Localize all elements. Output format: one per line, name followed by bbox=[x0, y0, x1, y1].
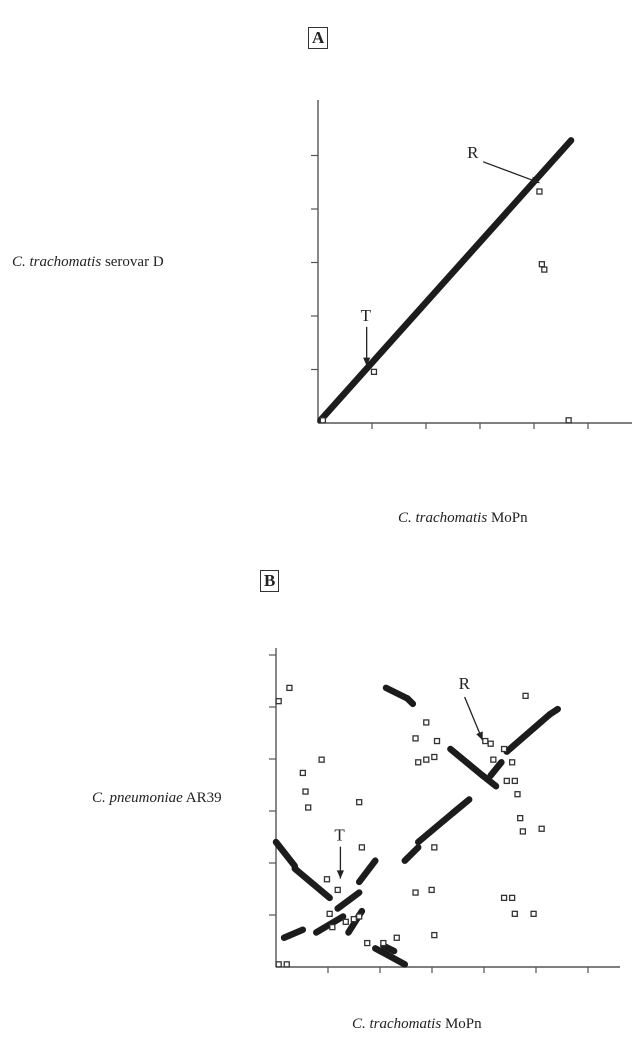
panel-b-match-point bbox=[428, 886, 435, 894]
panel-b-match-point bbox=[275, 698, 282, 705]
panel-b-match-point bbox=[517, 814, 524, 822]
panel-b-match-point bbox=[415, 759, 422, 766]
panel-b-match-point bbox=[380, 939, 387, 947]
panel-b-match-point bbox=[350, 916, 357, 923]
panel-b-match-point bbox=[431, 931, 438, 939]
panel-b-match-segment bbox=[334, 889, 363, 912]
panel-b-match-segment bbox=[414, 809, 457, 846]
panel-b-match-segment bbox=[447, 745, 486, 779]
panel-b-match-point bbox=[538, 825, 545, 832]
panel-a-annotation-arrow bbox=[482, 161, 540, 184]
panel-b-match-point bbox=[423, 756, 430, 763]
panel-b-match-point bbox=[283, 961, 290, 968]
panel-a-ylabel: C. trachomatis serovar D bbox=[12, 254, 164, 271]
panel-a-match-point bbox=[370, 368, 378, 376]
panel-b-xlabel-italic: C. trachomatis bbox=[352, 1016, 442, 1032]
panel-b-match-segment bbox=[546, 705, 561, 718]
panel-a-ylabel-italic: C. trachomatis bbox=[12, 254, 102, 270]
panel-b-match-point bbox=[302, 788, 309, 795]
panel-b-xlabel: C. trachomatis MoPn bbox=[352, 1016, 482, 1033]
panel-a-annotation-label: T bbox=[361, 306, 372, 325]
panel-b-match-point bbox=[530, 910, 537, 917]
panel-b-match-segment bbox=[503, 711, 553, 755]
panel-b-match-segment bbox=[401, 844, 422, 864]
panel-b-ylabel-rest: AR39 bbox=[182, 790, 222, 806]
panel-b-match-point bbox=[299, 769, 306, 777]
panel-b-match-point bbox=[326, 910, 333, 917]
panel-b-annotation-label: T bbox=[334, 826, 345, 845]
panel-b-match-point bbox=[356, 799, 363, 806]
panel-b-label: B bbox=[260, 570, 280, 592]
panel-b-match-point bbox=[342, 918, 349, 925]
panel-b-match-point bbox=[511, 777, 518, 785]
panel-b-match-point bbox=[423, 719, 430, 726]
panel-b-match-point bbox=[329, 923, 336, 931]
panel-b-match-segment bbox=[272, 838, 299, 870]
panel-b-match-point bbox=[358, 844, 366, 851]
panel-b-match-segment bbox=[355, 857, 379, 886]
panel-b-match-point bbox=[323, 876, 331, 883]
panel-b-match-point bbox=[508, 894, 516, 902]
panel-b-match-point bbox=[514, 791, 521, 798]
panel-b-match-point bbox=[275, 961, 282, 968]
panel-b-match-segment bbox=[449, 796, 473, 817]
panel-a-match-point bbox=[536, 188, 543, 195]
panel-b-match-segment bbox=[382, 684, 411, 702]
panel-b-ylabel: C. pneumoniae AR39 bbox=[92, 790, 222, 807]
panel-b-match-segment bbox=[380, 942, 398, 955]
panel-b-match-point bbox=[487, 740, 494, 747]
panel-b-match-point bbox=[431, 844, 438, 851]
panel-b-match-segment bbox=[487, 759, 505, 779]
panel-a-match-segment bbox=[317, 137, 575, 424]
panel-b-match-point bbox=[500, 894, 508, 902]
panel-b-match-point bbox=[431, 753, 438, 761]
panel-b-match-point bbox=[412, 735, 419, 742]
panel-b-match-point bbox=[500, 745, 508, 753]
panel-b-match-point bbox=[482, 737, 489, 745]
panel-b-match-point bbox=[522, 692, 529, 699]
panel-a-match-point bbox=[538, 261, 546, 268]
panel-b-annotation-arrowhead bbox=[336, 870, 344, 879]
panel-b-match-point bbox=[356, 913, 363, 920]
panel-a-xlabel: C. trachomatis MoPn bbox=[398, 510, 528, 527]
panel-b-match-point bbox=[305, 804, 312, 811]
panel-a-match-point bbox=[565, 417, 572, 424]
panel-b-match-point bbox=[508, 759, 516, 766]
panel-b-match-segment bbox=[291, 865, 333, 902]
panel-b-match-point bbox=[318, 756, 325, 763]
panel-b-xlabel-rest: MoPn bbox=[441, 1016, 482, 1032]
panel-b-match-point bbox=[393, 934, 400, 941]
panel-b-match-point bbox=[503, 777, 510, 785]
panel-b-match-point bbox=[334, 886, 341, 894]
panel-b-annotation-label: R bbox=[459, 674, 471, 693]
panel-a-xlabel-italic: C. trachomatis bbox=[398, 510, 488, 526]
panel-b-ylabel-italic: C. pneumoniae bbox=[92, 790, 183, 806]
panel-b-match-segment bbox=[404, 695, 417, 708]
panel-a-annotation-arrowhead bbox=[530, 176, 540, 184]
panel-b-annotation-arrowhead bbox=[476, 731, 483, 741]
panel-a-match-point bbox=[541, 266, 548, 273]
panel-a-label: A bbox=[308, 27, 329, 49]
panel-a-annotation-label: R bbox=[467, 143, 479, 162]
panel-b-match-point bbox=[412, 889, 419, 896]
panel-a-xlabel-rest: MoPn bbox=[487, 510, 528, 526]
panel-a-match-point bbox=[319, 417, 327, 424]
panel-b-match-point bbox=[511, 910, 518, 917]
panel-b-match-segment bbox=[479, 772, 500, 790]
panel-b-match-point bbox=[490, 756, 497, 763]
panel-b-match-point bbox=[519, 828, 527, 835]
panel-b-match-point bbox=[364, 939, 371, 947]
panel-a-ylabel-rest: serovar D bbox=[101, 254, 164, 270]
panel-b-match-segment bbox=[280, 926, 307, 942]
panel-b-match-segment bbox=[372, 945, 409, 968]
panel-a-annotation-arrowhead bbox=[363, 357, 371, 366]
panel-b-match-point bbox=[433, 737, 441, 745]
panel-b-match-point bbox=[286, 684, 293, 692]
